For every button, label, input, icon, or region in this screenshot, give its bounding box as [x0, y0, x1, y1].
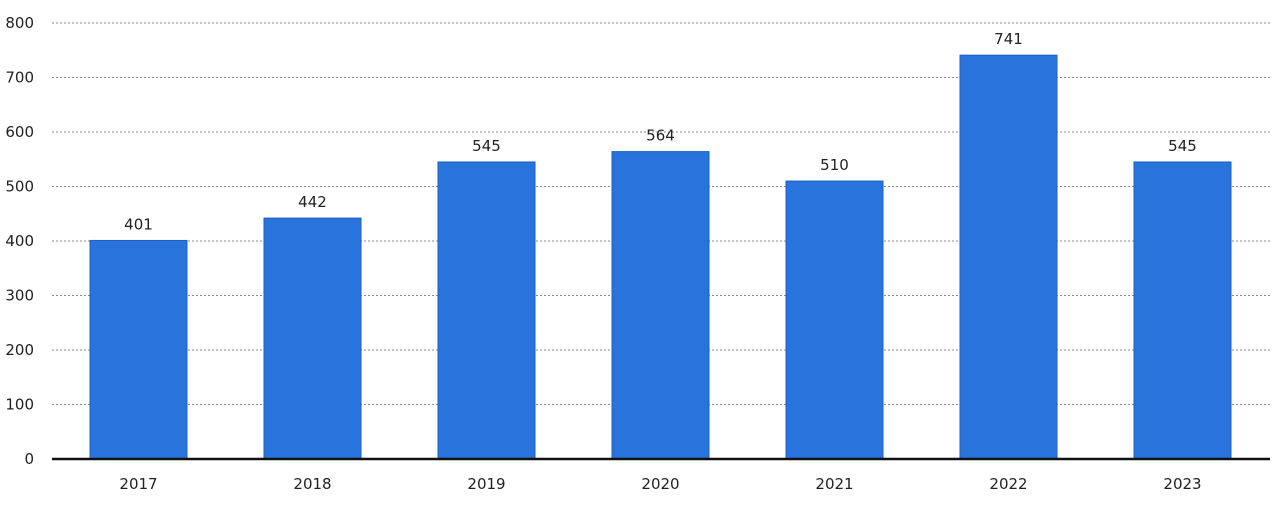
data-label-2022: 741 [994, 30, 1023, 48]
data-labels: 401 442 545 564 510 741 545 [124, 30, 1197, 233]
x-tick-label-2018: 2018 [293, 475, 331, 493]
bars [89, 54, 1232, 460]
x-tick-label-2021: 2021 [815, 475, 853, 493]
bar-2019[interactable] [437, 161, 536, 460]
x-tick-label-2023: 2023 [1163, 475, 1201, 493]
x-tick-label-2019: 2019 [467, 475, 505, 493]
y-tick-label: 0 [24, 450, 34, 468]
data-label-2017: 401 [124, 215, 153, 233]
data-label-2020: 564 [646, 127, 675, 145]
data-label-2018: 442 [298, 193, 327, 211]
y-axis-tick-labels: 0 100 200 300 400 500 600 700 800 [5, 14, 34, 468]
x-axis-tick-labels: 2017 2018 2019 2020 2021 2022 2023 [119, 475, 1201, 493]
bar-2021[interactable] [785, 180, 884, 460]
x-tick-label-2022: 2022 [989, 475, 1027, 493]
y-tick-label: 400 [5, 232, 34, 250]
y-tick-label: 200 [5, 341, 34, 359]
x-tick-label-2020: 2020 [641, 475, 679, 493]
y-tick-label: 800 [5, 14, 34, 32]
data-label-2019: 545 [472, 137, 501, 155]
y-tick-label: 700 [5, 69, 34, 87]
bar-2023[interactable] [1133, 161, 1232, 460]
data-label-2021: 510 [820, 156, 849, 174]
y-tick-label: 500 [5, 178, 34, 196]
x-tick-label-2017: 2017 [119, 475, 157, 493]
bar-2017[interactable] [89, 239, 188, 460]
bar-2018[interactable] [263, 217, 362, 460]
y-tick-label: 300 [5, 287, 34, 305]
y-tick-label: 100 [5, 396, 34, 414]
data-label-2023: 545 [1168, 137, 1197, 155]
y-tick-label: 600 [5, 123, 34, 141]
bar-2022[interactable] [959, 54, 1058, 460]
bar-2020[interactable] [611, 151, 710, 460]
